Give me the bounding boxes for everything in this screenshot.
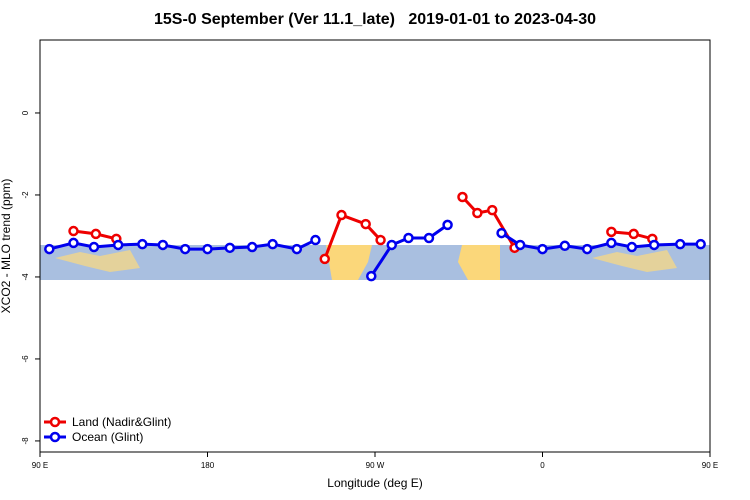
point [68, 237, 79, 249]
point [375, 234, 386, 246]
point [319, 253, 330, 265]
point [403, 232, 414, 244]
point [267, 238, 278, 250]
point [472, 207, 483, 219]
point [423, 232, 435, 244]
point [674, 238, 686, 250]
point [581, 243, 593, 255]
x-tick-label: 0 [540, 461, 545, 470]
point [90, 228, 102, 240]
chart-title: 15S-0 September (Ver 11.1_late) 2019-01-… [154, 11, 596, 28]
point [648, 239, 660, 251]
point [246, 241, 258, 253]
y-tick-label: -6 [21, 355, 30, 363]
point [628, 228, 639, 240]
legend-label: Land (Nadir&Glint) [72, 415, 171, 429]
point [137, 238, 148, 250]
point [695, 238, 706, 250]
x-axis-label: Longitude (deg E) [327, 476, 422, 490]
point [496, 227, 507, 239]
x-tick-label: 90 E [702, 461, 718, 470]
point [559, 240, 571, 252]
point [157, 239, 169, 251]
legend-marker [49, 431, 61, 443]
point [291, 243, 303, 255]
point [606, 226, 617, 238]
point [514, 239, 526, 251]
y-axis-label: XCO2 - MLO trend (ppm) [0, 179, 13, 314]
point [442, 219, 453, 231]
point [310, 234, 321, 246]
point [457, 191, 468, 203]
x-tick-label: 90 W [366, 461, 385, 470]
point [336, 209, 347, 221]
point [44, 243, 55, 255]
x-tick-label: 180 [201, 461, 215, 470]
point [88, 241, 100, 253]
y-tick-label: -4 [21, 273, 30, 281]
y-tick-label: -2 [21, 191, 30, 199]
legend-label: Ocean (Glint) [72, 430, 143, 444]
point [202, 243, 213, 255]
point [366, 270, 377, 282]
point [224, 242, 236, 254]
point [537, 243, 548, 255]
point [626, 241, 638, 253]
point [112, 239, 124, 251]
point [606, 237, 617, 249]
point [487, 204, 498, 216]
x-tick-label: 90 E [32, 461, 48, 470]
point [179, 243, 191, 255]
legend-marker [49, 416, 61, 428]
point [68, 225, 79, 237]
point [386, 239, 397, 251]
y-tick-label: 0 [21, 110, 30, 115]
point [360, 218, 371, 230]
y-tick-label: -8 [21, 437, 30, 445]
